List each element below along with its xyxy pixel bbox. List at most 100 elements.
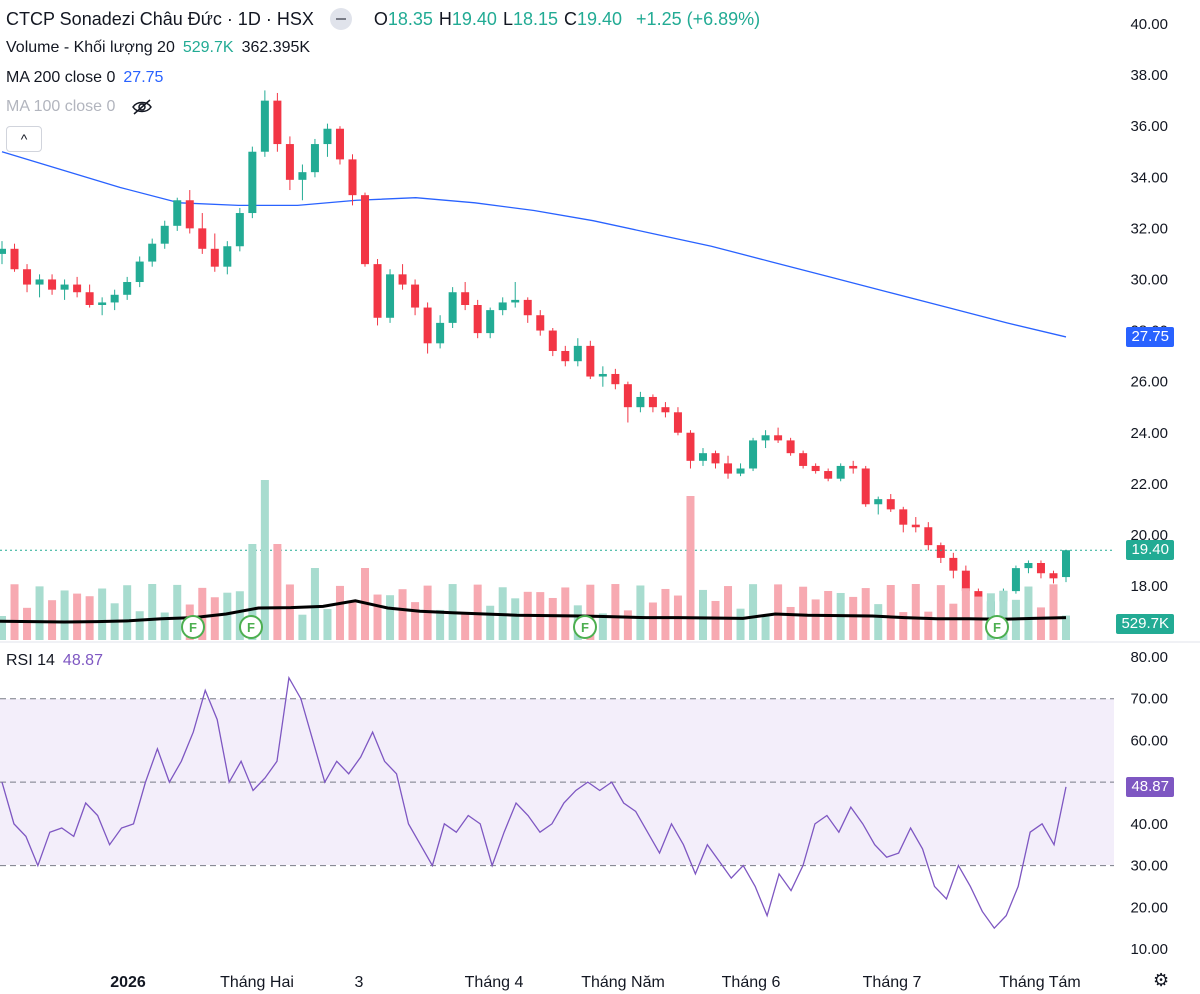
candle bbox=[1036, 560, 1045, 579]
volume-bar bbox=[85, 596, 94, 640]
ma200-label[interactable]: MA 200 close 0 bbox=[6, 69, 116, 86]
ohlc-value-o: 18.35 bbox=[387, 8, 433, 29]
candle bbox=[0, 241, 6, 265]
volume-bar bbox=[348, 601, 357, 640]
rsi-tick-label: 10.00 bbox=[1130, 941, 1168, 958]
volume-bar bbox=[310, 568, 319, 640]
ohlc-key-l: L bbox=[502, 8, 513, 29]
price-tick-label: 40.00 bbox=[1130, 16, 1168, 33]
price-pane bbox=[0, 90, 1114, 615]
candle bbox=[573, 338, 582, 367]
volume-bar bbox=[661, 588, 670, 640]
volume-bar bbox=[949, 603, 958, 640]
volume-bar bbox=[1024, 586, 1033, 640]
candle bbox=[761, 430, 770, 449]
volume-bar bbox=[511, 598, 520, 640]
flag-marker[interactable]: F bbox=[181, 615, 205, 639]
price-change: +1.25 (+6.89%) bbox=[636, 8, 761, 29]
rsi-tick-label: 80.00 bbox=[1130, 649, 1168, 666]
candle bbox=[886, 494, 895, 512]
candle bbox=[85, 284, 94, 308]
rsi-legend: RSI 14 48.87 bbox=[6, 652, 103, 670]
candle bbox=[724, 455, 733, 479]
candle bbox=[586, 340, 595, 380]
symbol-title[interactable]: CTCP Sonadezi Châu Đức · 1D · HSX bbox=[6, 8, 314, 29]
candle bbox=[836, 463, 845, 482]
candle bbox=[148, 238, 157, 267]
candle bbox=[448, 287, 457, 328]
candle bbox=[436, 315, 445, 349]
volume-label[interactable]: Volume - Khối lượng 20 bbox=[6, 39, 175, 56]
volume-value: 529.7K bbox=[182, 39, 234, 56]
candle bbox=[911, 517, 920, 533]
candle bbox=[323, 123, 332, 157]
eye-off-icon[interactable] bbox=[131, 98, 153, 116]
candle bbox=[1011, 565, 1020, 594]
rsi-label[interactable]: RSI 14 bbox=[6, 652, 55, 669]
volume-bar bbox=[861, 588, 870, 640]
time-tick-label: 3 bbox=[355, 974, 364, 991]
price-tick-label: 32.00 bbox=[1130, 220, 1168, 237]
rsi-line bbox=[1, 675, 1067, 930]
last-price-tag: 19.40 bbox=[1126, 540, 1174, 560]
volume-bar bbox=[936, 585, 945, 640]
candle bbox=[636, 391, 645, 413]
ohlc-value-c: 19.40 bbox=[577, 8, 623, 29]
ma100-label[interactable]: MA 100 close 0 bbox=[6, 98, 116, 115]
price-tick-label: 26.00 bbox=[1130, 374, 1168, 391]
volume-bar bbox=[899, 612, 908, 640]
volume-bar bbox=[10, 584, 19, 640]
volume-bar bbox=[148, 584, 157, 640]
volume-tag: 529.7K bbox=[1116, 614, 1174, 634]
flag-marker[interactable]: F bbox=[573, 615, 597, 639]
candle bbox=[198, 213, 207, 254]
candle bbox=[536, 310, 545, 336]
collapse-legend-button[interactable]: ^ bbox=[6, 126, 42, 152]
ohlc-values: O18.35 H19.40 L18.15 C19.40 bbox=[374, 9, 628, 30]
candle bbox=[673, 407, 682, 436]
volume-bar bbox=[799, 586, 808, 640]
ma200-line bbox=[1, 151, 1067, 338]
candle bbox=[310, 138, 319, 178]
price-tick-label: 24.00 bbox=[1130, 425, 1168, 442]
price-tick-label: 20.00 bbox=[1130, 527, 1168, 544]
flag-marker[interactable]: F bbox=[985, 615, 1009, 639]
ma200-value: 27.75 bbox=[123, 69, 164, 86]
candle bbox=[523, 297, 532, 323]
flag-label: F bbox=[189, 620, 197, 635]
ohlc-value-l: 18.15 bbox=[512, 8, 558, 29]
candle bbox=[548, 327, 557, 357]
candle bbox=[774, 427, 783, 443]
price-tick-label: 30.00 bbox=[1130, 272, 1168, 289]
minus-icon[interactable] bbox=[329, 8, 352, 30]
candle bbox=[348, 154, 357, 206]
candle bbox=[248, 146, 257, 219]
volume-bar bbox=[386, 595, 395, 640]
candle bbox=[661, 402, 670, 418]
volume-bar bbox=[711, 600, 720, 640]
volume-bar bbox=[98, 588, 107, 640]
candle bbox=[899, 506, 908, 533]
volume-bar bbox=[235, 591, 244, 640]
candle bbox=[561, 345, 570, 367]
candle bbox=[285, 136, 294, 191]
candle bbox=[185, 190, 194, 234]
volume-bar bbox=[273, 544, 282, 640]
ohlc-key-c: C bbox=[564, 8, 577, 29]
flag-marker[interactable]: F bbox=[239, 615, 263, 639]
rsi-value: 48.87 bbox=[62, 652, 103, 669]
volume-bar bbox=[135, 611, 144, 640]
candle bbox=[135, 256, 144, 288]
volume-bar bbox=[911, 584, 920, 640]
rsi-tag: 48.87 bbox=[1126, 777, 1174, 797]
time-tick-label: Tháng Hai bbox=[220, 974, 294, 991]
candle bbox=[35, 274, 44, 298]
time-tick-label: Tháng 6 bbox=[722, 974, 781, 991]
volume-bar bbox=[648, 602, 657, 640]
candle bbox=[799, 450, 808, 469]
candle bbox=[110, 289, 119, 311]
gear-icon[interactable]: ⚙ bbox=[1153, 970, 1170, 990]
candle bbox=[173, 197, 182, 231]
volume-bar bbox=[698, 589, 707, 640]
